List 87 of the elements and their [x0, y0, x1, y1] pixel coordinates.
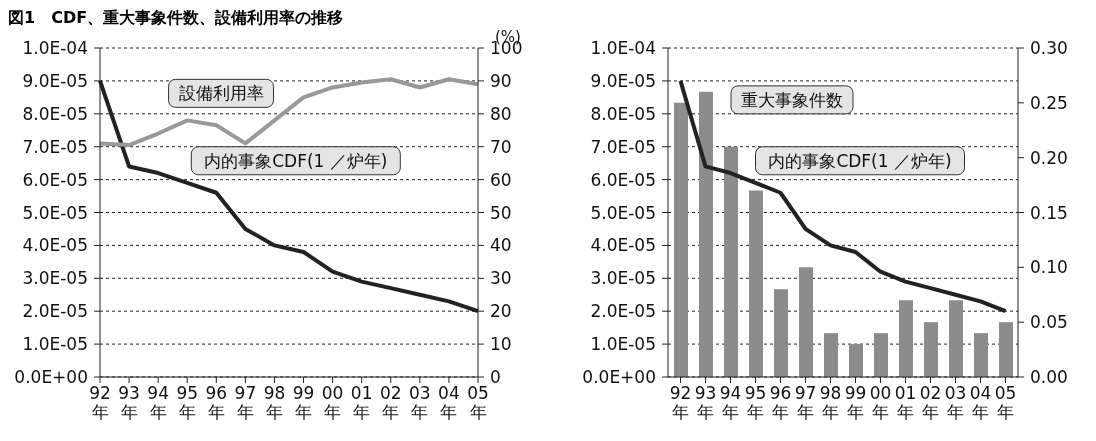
y-tick-label: 8.0E-05 — [590, 103, 656, 124]
y-tick-label: 5.0E-05 — [22, 202, 88, 223]
y-tick-label: 2.0E-05 — [590, 301, 656, 322]
bar — [699, 91, 713, 377]
series-label: 設備利用率 — [178, 83, 264, 104]
y-tick-label: 8.0E-05 — [22, 103, 88, 124]
x-tick-label: 02年 — [379, 383, 402, 422]
x-tick-label: 99年 — [844, 383, 867, 422]
y2-tick-label: 30 — [490, 268, 512, 289]
y-tick-label: 1.0E-04 — [22, 38, 88, 58]
y2-tick-label: 80 — [490, 103, 512, 124]
y2-tick-label: 10 — [490, 334, 512, 355]
x-tick-label: 04年 — [969, 383, 992, 422]
y2-tick-label: 0.30 — [1030, 38, 1068, 58]
bar — [874, 333, 888, 377]
y-tick-label: 1.0E-05 — [22, 334, 88, 355]
series-label: 内的事象CDF(1 ／炉年) — [204, 150, 388, 171]
y2-tick-label: 20 — [490, 301, 512, 322]
x-tick-label: 95年 — [176, 383, 199, 422]
y-tick-label: 3.0E-05 — [22, 268, 88, 289]
y-tick-label: 9.0E-05 — [590, 70, 656, 91]
x-tick-label: 01年 — [350, 383, 373, 422]
y-tick-label: 6.0E-05 — [590, 169, 656, 190]
x-tick-label: 98年 — [819, 383, 842, 422]
x-tick-label: 92年 — [89, 383, 111, 422]
y-tick-label: 2.0E-05 — [22, 301, 88, 322]
y-tick-label: 7.0E-05 — [590, 136, 656, 157]
x-tick-label: 04年 — [438, 383, 460, 422]
y2-tick-label: 0.05 — [1030, 312, 1068, 333]
y-tick-label: 1.0E-05 — [590, 334, 656, 355]
x-tick-label: 94年 — [147, 383, 169, 422]
bar — [999, 322, 1013, 377]
x-tick-label: 00年 — [321, 383, 344, 422]
y-tick-label: 3.0E-05 — [590, 268, 656, 289]
y2-tick-label: 90 — [490, 70, 512, 91]
x-tick-label: 98年 — [263, 383, 286, 422]
bar — [799, 267, 813, 377]
bar — [849, 344, 863, 377]
bar — [724, 146, 738, 377]
x-tick-label: 97年 — [794, 383, 817, 422]
bar — [674, 102, 688, 377]
y-tick-label: 5.0E-05 — [590, 202, 656, 223]
y2-tick-label: 50 — [490, 202, 512, 223]
chart-title: 図1 CDF、重大事象件数、設備利用率の推移 — [8, 8, 345, 28]
x-tick-label: 03年 — [944, 383, 967, 422]
bar — [924, 322, 938, 377]
bar — [774, 289, 788, 377]
y-tick-label: 4.0E-05 — [22, 235, 88, 256]
bar — [824, 333, 838, 377]
series-label: 重大事象件数 — [741, 89, 843, 110]
series-label: 内的事象CDF(1 ／炉年) — [768, 150, 952, 171]
x-tick-label: 03年 — [409, 383, 431, 422]
x-tick-label: 05年 — [467, 383, 489, 422]
x-tick-label: 96年 — [205, 383, 228, 422]
y2-tick-label: 0.00 — [1030, 367, 1068, 387]
y-tick-label: 4.0E-05 — [590, 235, 656, 256]
x-tick-label: 94年 — [719, 383, 742, 422]
x-tick-label: 00年 — [869, 383, 892, 422]
x-tick-label: 95年 — [744, 383, 767, 422]
y2-tick-label: 70 — [490, 136, 512, 157]
y-tick-label: 1.0E-04 — [590, 38, 656, 58]
bar — [899, 300, 913, 377]
y-tick-label: 6.0E-05 — [22, 169, 88, 190]
bar — [949, 300, 963, 377]
bar — [749, 190, 763, 377]
y2-tick-label: 0.20 — [1030, 147, 1068, 168]
x-tick-label: 92年 — [669, 383, 692, 422]
x-tick-label: 99年 — [292, 383, 315, 422]
y2-tick-label: 0.10 — [1030, 257, 1068, 278]
y-tick-label: 9.0E-05 — [22, 70, 88, 91]
y2-tick-label: 60 — [490, 169, 512, 190]
y2-tick-label: 0.25 — [1030, 92, 1068, 113]
y2-tick-label: 0 — [490, 367, 501, 387]
x-tick-label: 05年 — [994, 383, 1017, 422]
y2-tick-label: 0.15 — [1030, 202, 1068, 223]
x-tick-label: 93年 — [118, 383, 140, 422]
y-tick-label: 7.0E-05 — [22, 136, 88, 157]
x-tick-label: 02年 — [919, 383, 942, 422]
y-tick-label: 0.0E+00 — [14, 367, 88, 387]
y-tick-label: 0.0E+00 — [582, 367, 656, 387]
x-tick-label: 96年 — [769, 383, 792, 422]
x-tick-label: 01年 — [894, 383, 917, 422]
bar — [974, 333, 988, 377]
x-tick-label: 97年 — [234, 383, 257, 422]
line-series — [98, 77, 480, 148]
x-tick-label: 93年 — [694, 383, 717, 422]
y2-tick-label: 40 — [490, 235, 512, 256]
